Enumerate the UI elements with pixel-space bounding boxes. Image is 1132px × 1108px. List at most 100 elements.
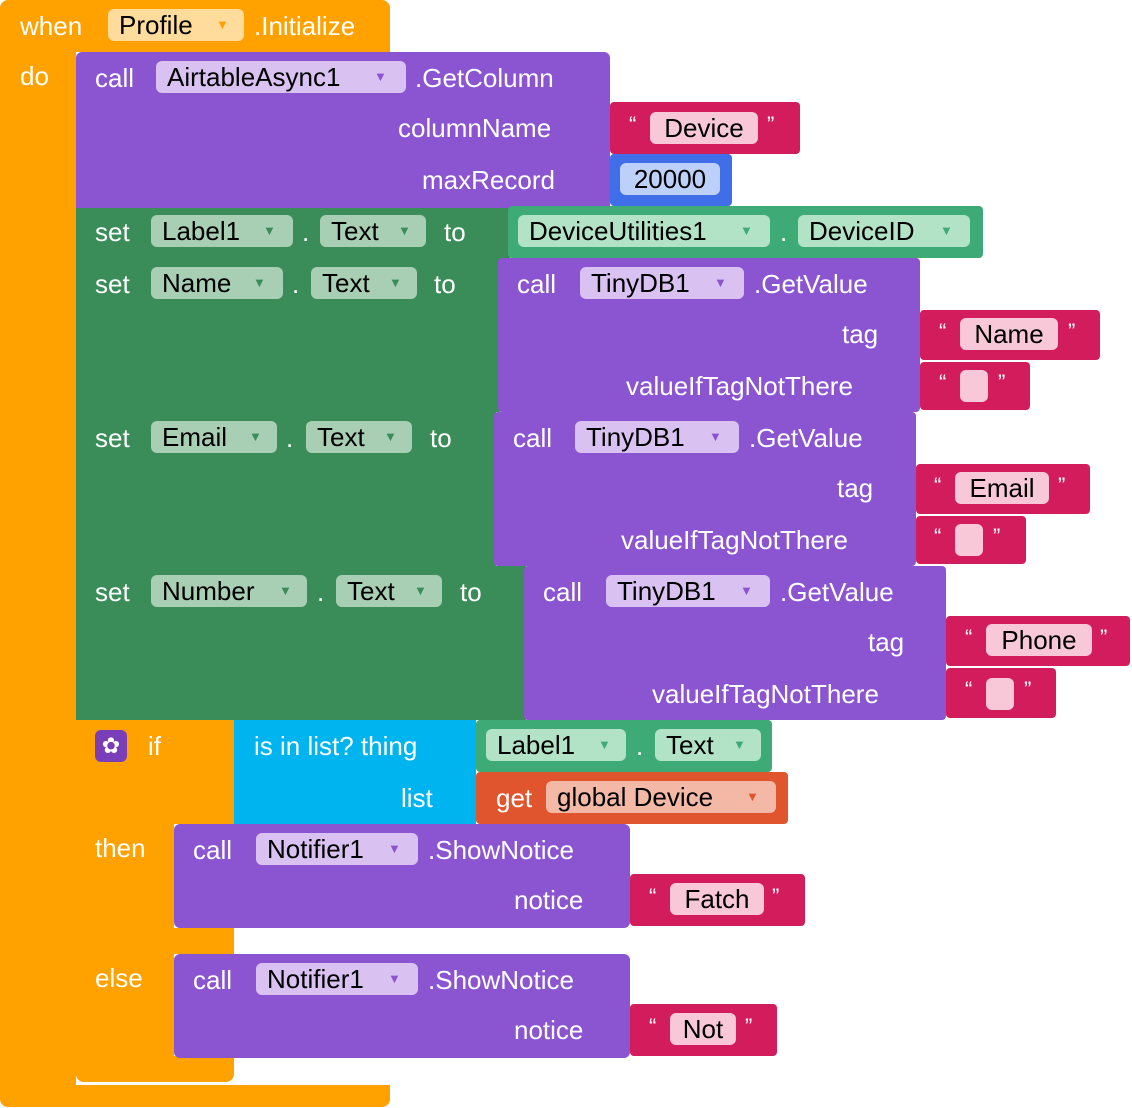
close-quote-icon: ” xyxy=(767,112,775,137)
device-id-property-dropdown[interactable]: DeviceID ▼ xyxy=(798,215,970,247)
if-else-block-left-rail xyxy=(76,820,174,1082)
global-device-variable-dropdown[interactable]: global Device ▼ xyxy=(546,781,776,813)
dot-label: . xyxy=(292,269,300,299)
tinydb-component-label: TinyDB1 xyxy=(617,576,716,606)
number-component-dropdown[interactable]: Number ▼ xyxy=(151,575,307,607)
label1-property-label: Text xyxy=(331,216,379,246)
if-else-block-then-separator xyxy=(174,928,234,954)
tag-param-label: tag xyxy=(842,319,879,349)
value-if-tag-not-there-label: valueIfTagNotThere xyxy=(652,679,879,709)
event-when-label: when xyxy=(20,11,83,41)
label1-component-dropdown[interactable]: Label1 ▼ xyxy=(486,729,626,761)
notifier-component-dropdown[interactable]: Notifier1 ▼ xyxy=(256,963,418,995)
is-in-list-block[interactable] xyxy=(234,720,476,824)
tinydb-component-dropdown[interactable]: TinyDB1 ▼ xyxy=(606,575,770,607)
chevron-down-icon: ▼ xyxy=(279,583,292,598)
get-value-method-label: .GetValue xyxy=(754,269,868,299)
chevron-down-icon: ▼ xyxy=(388,841,401,856)
open-quote-icon: “ xyxy=(965,625,973,650)
call-label: call xyxy=(193,965,233,995)
email-property-dropdown[interactable]: Text ▼ xyxy=(306,421,412,453)
empty-text-field[interactable] xyxy=(986,678,1014,710)
call-label: call xyxy=(517,269,557,299)
notifier-component-label: Notifier1 xyxy=(267,964,364,994)
name-property-dropdown[interactable]: Text ▼ xyxy=(311,267,417,299)
label1-property-dropdown[interactable]: Text ▼ xyxy=(320,215,426,247)
email-tag-text-field[interactable]: Email xyxy=(955,472,1049,504)
empty-text-field[interactable] xyxy=(955,524,983,556)
label1-component-label: Label1 xyxy=(497,730,576,760)
call-label: call xyxy=(193,835,233,865)
device-text-field[interactable]: Device xyxy=(650,112,758,144)
device-utilities-component-dropdown[interactable]: DeviceUtilities1 ▼ xyxy=(518,215,770,247)
set-email-text-block[interactable] xyxy=(76,412,496,566)
tag-param-label: tag xyxy=(868,627,905,657)
label1-component-dropdown[interactable]: Label1 ▼ xyxy=(151,215,293,247)
tinydb-component-label: TinyDB1 xyxy=(591,268,690,298)
airtable-component-label: AirtableAsync1 xyxy=(167,62,341,92)
label1-property-dropdown[interactable]: Text ▼ xyxy=(655,729,761,761)
number-component-label: Number xyxy=(162,576,255,606)
close-quote-icon: ” xyxy=(772,884,780,909)
notifier-component-label: Notifier1 xyxy=(267,834,364,864)
open-quote-icon: “ xyxy=(939,319,947,344)
event-suffix-label: .Initialize xyxy=(254,11,356,41)
get-label: get xyxy=(496,783,533,813)
gear-icon[interactable]: ✿ xyxy=(95,730,127,762)
not-text-field[interactable]: Not xyxy=(670,1013,736,1045)
phone-tag-text-field[interactable]: Phone xyxy=(986,624,1092,656)
notice-param-label: notice xyxy=(514,885,584,915)
open-quote-icon: “ xyxy=(649,1014,657,1039)
to-label: to xyxy=(434,269,456,299)
close-quote-icon: ” xyxy=(1024,677,1032,702)
global-device-variable-label: global Device xyxy=(557,782,714,812)
close-quote-icon: ” xyxy=(993,524,1001,549)
tinydb-component-dropdown[interactable]: TinyDB1 ▼ xyxy=(580,267,744,299)
chevron-down-icon: ▼ xyxy=(714,275,727,290)
set-name-text-block[interactable] xyxy=(76,260,500,412)
chevron-down-icon: ▼ xyxy=(384,429,397,444)
is-in-list-label: is in list? thing xyxy=(254,731,418,761)
chevron-down-icon: ▼ xyxy=(374,69,387,84)
fatch-text-field[interactable]: Fatch xyxy=(670,883,764,915)
open-quote-icon: “ xyxy=(934,524,942,549)
name-component-dropdown[interactable]: Name ▼ xyxy=(151,267,283,299)
email-component-dropdown[interactable]: Email ▼ xyxy=(151,421,277,453)
open-quote-icon: “ xyxy=(965,677,973,702)
if-else-block-footer xyxy=(76,1056,234,1082)
event-block-footer xyxy=(0,1085,390,1107)
chevron-down-icon: ▼ xyxy=(598,737,611,752)
to-label: to xyxy=(430,423,452,453)
show-notice-method-label: .ShowNotice xyxy=(428,965,574,995)
dot-label: . xyxy=(286,423,294,453)
chevron-down-icon: ▼ xyxy=(216,17,229,32)
open-quote-icon: “ xyxy=(934,473,942,498)
chevron-down-icon: ▼ xyxy=(746,789,759,804)
close-quote-icon: ” xyxy=(1100,625,1108,650)
else-label: else xyxy=(95,963,143,993)
call-label: call xyxy=(95,63,135,93)
event-component-dropdown[interactable]: Profile ▼ xyxy=(108,9,244,41)
then-label: then xyxy=(95,833,146,863)
dot-label: . xyxy=(317,577,325,607)
chevron-down-icon: ▼ xyxy=(709,429,722,444)
empty-text-field[interactable] xyxy=(960,370,988,402)
set-label: set xyxy=(95,577,130,607)
set-label1-text-block[interactable] xyxy=(76,208,510,260)
get-value-method-label: .GetValue xyxy=(780,577,894,607)
airtable-component-dropdown[interactable]: AirtableAsync1 ▼ xyxy=(156,61,406,93)
notifier-component-dropdown[interactable]: Notifier1 ▼ xyxy=(256,833,418,865)
tinydb-component-dropdown[interactable]: TinyDB1 ▼ xyxy=(575,421,739,453)
open-quote-icon: “ xyxy=(939,370,947,395)
if-label: if xyxy=(148,731,161,761)
name-component-label: Name xyxy=(162,268,232,298)
max-record-number-field[interactable]: 20000 xyxy=(620,163,720,195)
set-label: set xyxy=(95,269,130,299)
set-label: set xyxy=(95,423,130,453)
number-property-label: Text xyxy=(347,576,395,606)
number-property-dropdown[interactable]: Text ▼ xyxy=(336,575,442,607)
call-label: call xyxy=(543,577,583,607)
event-component-label: Profile xyxy=(119,10,193,40)
name-tag-text-field[interactable]: Name xyxy=(960,318,1058,350)
chevron-down-icon: ▼ xyxy=(940,223,953,238)
